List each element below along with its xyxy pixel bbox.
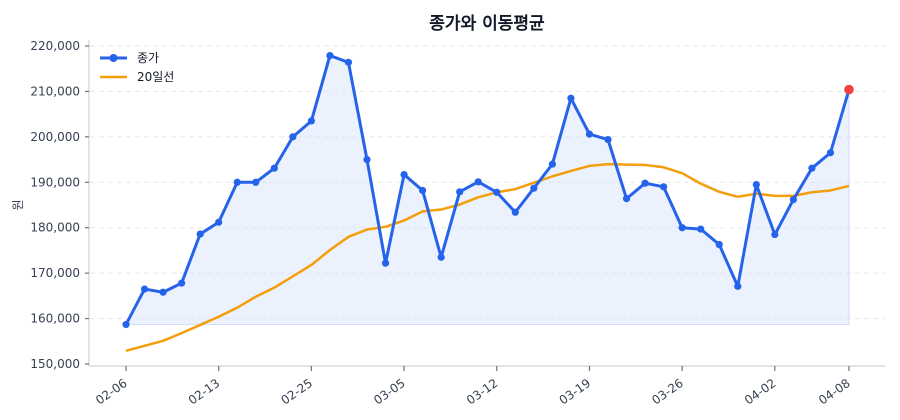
data-point-marker (178, 279, 186, 287)
x-axis-ticks: 02-06 02-13 02-25 03-05 03-12 03-19 03-26 04-02… (93, 366, 853, 407)
last-point-highlight (844, 84, 854, 95)
data-point-marker (122, 320, 130, 329)
y-axis-label: 원 (11, 199, 25, 210)
y-tick-label: 170,000 (30, 266, 80, 280)
x-tick-label: 02-13 (186, 376, 223, 407)
y-tick-label: 210,000 (30, 84, 80, 98)
moving-average-line (125, 162, 850, 353)
data-point-marker (567, 94, 575, 102)
data-point-marker (270, 164, 278, 172)
data-point-marker (697, 225, 705, 233)
x-tick-label: 04-02 (742, 376, 779, 407)
data-point-marker (400, 170, 408, 179)
data-point-marker (233, 178, 241, 186)
x-tick-label: 03-05 (371, 376, 408, 407)
y-tick-label: 200,000 (30, 130, 80, 144)
legend-item-ma20: 20일선 (100, 70, 174, 84)
data-point-marker (789, 195, 797, 204)
x-tick-label: 04-08 (816, 376, 853, 407)
y-tick-label: 220,000 (30, 39, 80, 53)
highlight-point-marker (844, 84, 854, 95)
legend-label-close: 종가 (137, 51, 159, 65)
legend-marker-icon (109, 54, 118, 62)
data-point-marker (196, 230, 204, 238)
legend-label-ma20: 20일선 (137, 70, 174, 84)
y-tick-label: 150,000 (30, 357, 80, 371)
data-point-marker (456, 188, 464, 196)
data-point-marker (289, 133, 297, 141)
data-point-marker (437, 253, 445, 261)
data-point-marker (585, 130, 594, 138)
y-axis-ticks: 150,000 160,000 170,000 180,000 190,000 200,0… (30, 39, 89, 371)
x-tick-label: 03-12 (464, 376, 501, 407)
y-tick-label: 190,000 (30, 175, 80, 189)
data-point-marker (493, 188, 501, 196)
x-tick-label: 02-06 (93, 376, 130, 407)
data-point-marker (530, 184, 538, 192)
data-point-marker (660, 183, 668, 191)
data-point-marker (604, 135, 612, 144)
data-point-marker (771, 230, 779, 239)
data-point-marker (307, 117, 315, 125)
close-price-line (122, 51, 853, 329)
data-point-marker (140, 285, 149, 293)
data-point-marker (734, 282, 742, 290)
data-point-marker (808, 164, 816, 172)
data-point-marker (215, 218, 223, 226)
data-point-marker (622, 195, 631, 203)
x-tick-label: 03-19 (557, 376, 594, 407)
close-polyline (124, 54, 851, 326)
data-point-marker (326, 51, 334, 60)
y-tick-label: 180,000 (30, 221, 80, 235)
data-point-marker (419, 186, 427, 195)
data-point-marker (363, 155, 371, 164)
x-tick-label: 03-26 (649, 376, 686, 407)
data-point-marker (381, 259, 390, 267)
ma20-polyline (125, 162, 850, 353)
legend: 종가 20일선 (100, 51, 174, 84)
chart-title: 종가와 이동평균 (429, 14, 545, 34)
y-tick-label: 160,000 (30, 312, 80, 326)
data-point-marker (344, 58, 353, 66)
data-point-marker (159, 288, 167, 296)
data-point-marker (678, 224, 686, 232)
data-point-marker (641, 179, 649, 187)
x-tick-label: 02-25 (279, 376, 316, 407)
data-point-marker (752, 180, 760, 189)
data-point-marker (826, 149, 835, 157)
data-point-marker (548, 160, 556, 168)
data-point-marker (715, 240, 723, 249)
data-point-marker (511, 208, 519, 216)
data-point-marker (474, 178, 482, 186)
data-point-marker (252, 178, 260, 186)
legend-item-close: 종가 (100, 51, 159, 65)
